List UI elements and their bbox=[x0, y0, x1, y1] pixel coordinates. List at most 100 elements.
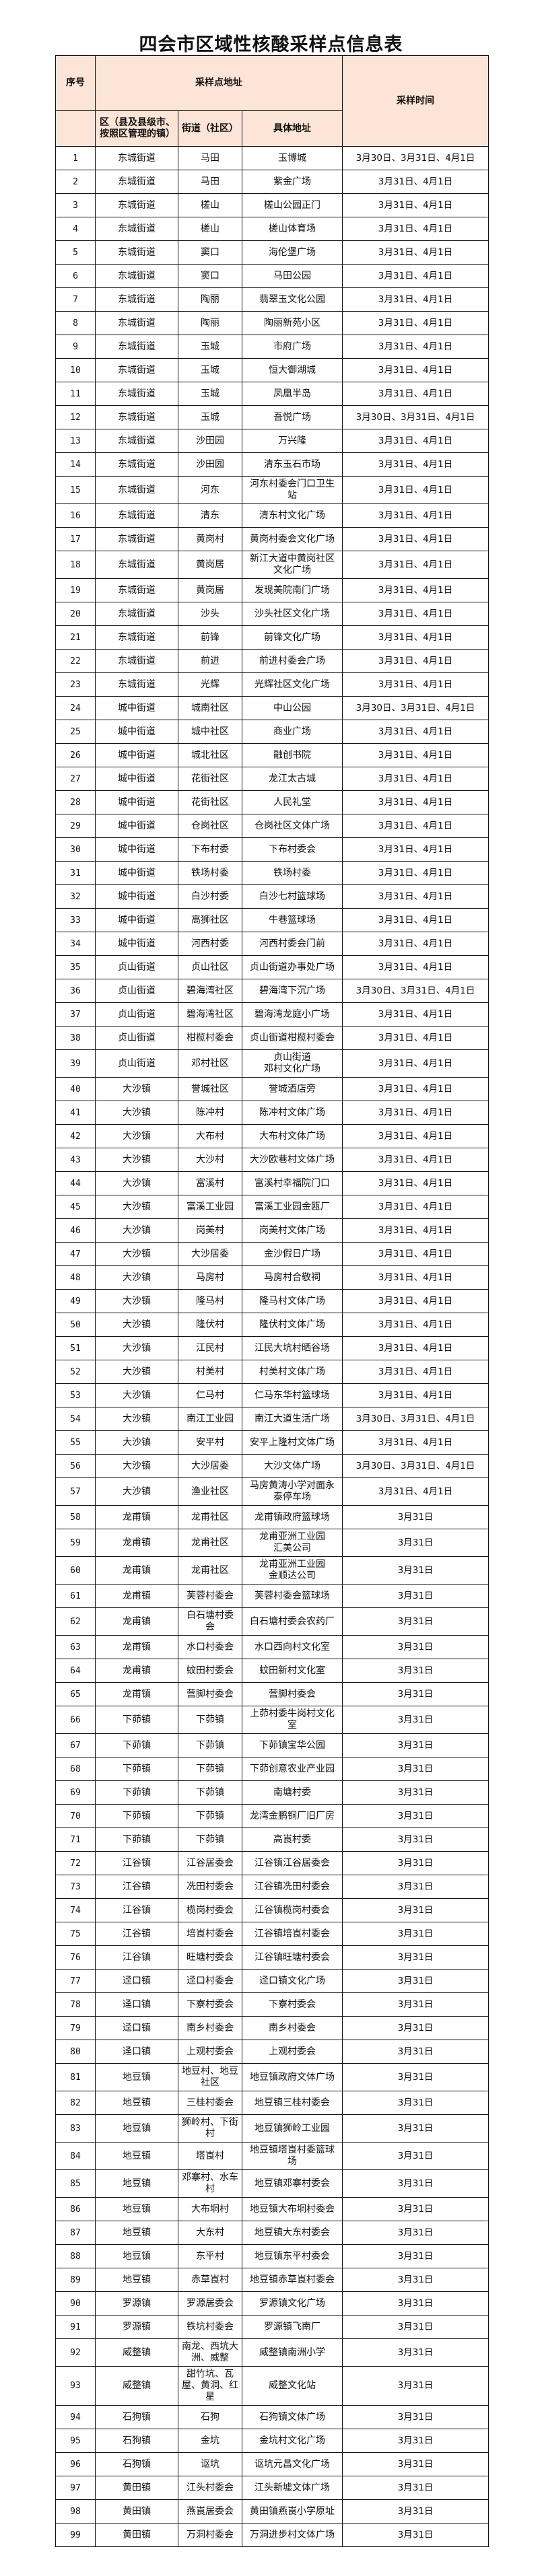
table-row: 40 大沙镇 誉城社区 誉城酒店旁 3月31日、4月1日 bbox=[55, 1077, 489, 1101]
cell-street: 玉城 bbox=[178, 405, 242, 429]
table-row: 91 罗源镇 铁坑村委会 罗源镇飞南厂 3月31日 bbox=[55, 2315, 489, 2339]
table-row: 95 石狗镇 金坑 金坑村文化广场 3月31日 bbox=[55, 2429, 489, 2453]
cell-district: 大沙镇 bbox=[95, 1360, 178, 1384]
cell-street: 陶丽 bbox=[178, 287, 242, 312]
table-row: 78 迳口镇 下寮村委会 下寮村委会 3月31日 bbox=[55, 1992, 489, 2017]
table-row: 31 城中街道 铁场村委 铁场村委 3月31日、4月1日 bbox=[55, 861, 489, 885]
cell-district: 下茆镇 bbox=[95, 1706, 178, 1734]
cell-street: 碧海湾社区 bbox=[178, 1002, 242, 1026]
table-row: 72 江谷镇 江谷居委会 江谷镇江谷居委会 3月31日 bbox=[55, 1851, 489, 1875]
cell-seq: 63 bbox=[55, 1635, 96, 1659]
table-row: 46 大沙镇 岗美村 岗美村文体广场 3月31日、4月1日 bbox=[55, 1218, 489, 1243]
cell-time: 3月31日、4月1日 bbox=[342, 837, 489, 862]
cell-street: 甜竹坑、瓦 屋、黄洞、红 星 bbox=[178, 2366, 242, 2406]
cell-time: 3月31日、4月1日 bbox=[342, 1195, 489, 1219]
cell-district: 东城街道 bbox=[95, 170, 178, 194]
cell-street: 大布垌村 bbox=[178, 2197, 242, 2221]
cell-district: 大沙镇 bbox=[95, 1242, 178, 1266]
cell-district: 江谷镇 bbox=[95, 1875, 178, 1899]
cell-street: 槎山 bbox=[178, 217, 242, 241]
table-row: 53 大沙镇 仁马村 仁马东华村篮球场 3月31日、4月1日 bbox=[55, 1383, 489, 1407]
cell-time: 3月31日、4月1日 bbox=[342, 217, 489, 241]
cell-district: 城中街道 bbox=[95, 814, 178, 838]
cell-district: 大沙镇 bbox=[95, 1218, 178, 1243]
cell-seq: 85 bbox=[55, 2169, 96, 2198]
cell-seq: 99 bbox=[55, 2523, 96, 2547]
cell-time: 3月31日、4月1日 bbox=[342, 311, 489, 335]
cell-time: 3月31日 bbox=[342, 1992, 489, 2017]
cell-street: 贞山社区 bbox=[178, 955, 242, 979]
cell-address: 下茆创意农业产业园 bbox=[241, 1757, 343, 1781]
cell-district: 大沙镇 bbox=[95, 1195, 178, 1219]
cell-street: 下茆镇 bbox=[178, 1827, 242, 1852]
cell-seq: 19 bbox=[55, 578, 96, 602]
cell-seq: 14 bbox=[55, 452, 96, 477]
cell-street: 邓村社区 bbox=[178, 1049, 242, 1078]
cell-seq: 31 bbox=[55, 861, 96, 885]
table-row: 4 东城街道 槎山 槎山体育场 3月31日、4月1日 bbox=[55, 217, 489, 241]
cell-street: 城北社区 bbox=[178, 743, 242, 767]
cell-street: 大沙居委 bbox=[178, 1242, 242, 1266]
cell-district: 大沙镇 bbox=[95, 1148, 178, 1172]
table-row: 87 地豆镇 大东村 地豆镇大东村委会 3月31日 bbox=[55, 2221, 489, 2245]
cell-street: 渔业社区 bbox=[178, 1477, 242, 1506]
cell-address: 前进村委会广场 bbox=[241, 649, 343, 673]
cell-time: 3月31日、4月1日 bbox=[342, 1383, 489, 1407]
cell-district: 城中街道 bbox=[95, 932, 178, 956]
cell-time: 3月31日、4月1日 bbox=[342, 672, 489, 697]
cell-street: 前进 bbox=[178, 649, 242, 673]
cell-address: 贞山街道办事处广场 bbox=[241, 955, 343, 979]
cell-seq: 96 bbox=[55, 2452, 96, 2476]
cell-address: 海伦堡广场 bbox=[241, 240, 343, 265]
cell-seq: 72 bbox=[55, 1851, 96, 1875]
cell-time: 3月31日 bbox=[342, 1635, 489, 1659]
table-row: 56 大沙镇 大沙居委 大沙文体广场 3月30日、3月31日、4月1日 bbox=[55, 1454, 489, 1478]
cell-time: 3月31日、4月1日 bbox=[342, 720, 489, 744]
cell-street: 南江工业园 bbox=[178, 1407, 242, 1431]
cell-district: 东城街道 bbox=[95, 649, 178, 673]
cell-time: 3月31日、4月1日 bbox=[342, 908, 489, 932]
cell-address: 中山公园 bbox=[241, 696, 343, 720]
cell-time: 3月31日、4月1日 bbox=[342, 335, 489, 359]
cell-street: 下茆镇 bbox=[178, 1780, 242, 1805]
cell-address: 蚊田新村文化室 bbox=[241, 1659, 343, 1683]
cell-seq: 77 bbox=[55, 1969, 96, 1993]
cell-seq: 35 bbox=[55, 955, 96, 979]
cell-street: 玉城 bbox=[178, 335, 242, 359]
cell-seq: 59 bbox=[55, 1529, 96, 1557]
cell-seq: 65 bbox=[55, 1682, 96, 1706]
cell-street: 营脚村委会 bbox=[178, 1682, 242, 1706]
cell-time: 3月31日 bbox=[342, 1682, 489, 1706]
cell-time: 3月31日、4月1日 bbox=[342, 1360, 489, 1384]
cell-seq: 84 bbox=[55, 2142, 96, 2170]
cell-time: 3月31日、4月1日 bbox=[342, 814, 489, 838]
cell-seq: 79 bbox=[55, 2016, 96, 2040]
cell-address: 上茆村委牛岗村文化 室 bbox=[241, 1706, 343, 1734]
cell-district: 地豆镇 bbox=[95, 2221, 178, 2245]
cell-seq: 21 bbox=[55, 625, 96, 650]
cell-seq: 32 bbox=[55, 884, 96, 909]
cell-seq: 55 bbox=[55, 1430, 96, 1455]
header-street: 街道（社区） bbox=[178, 110, 242, 147]
cell-street: 地豆村、地豆 社区 bbox=[178, 2063, 242, 2091]
cell-district: 大沙镇 bbox=[95, 1407, 178, 1431]
cell-time: 3月31日 bbox=[342, 2114, 489, 2143]
cell-seq: 52 bbox=[55, 1360, 96, 1384]
cell-time: 3月31日 bbox=[342, 2476, 489, 2500]
table-row: 13 东城街道 沙田园 万兴隆 3月31日、4月1日 bbox=[55, 429, 489, 453]
cell-time: 3月31日、4月1日 bbox=[342, 1077, 489, 1101]
cell-street: 江谷居委会 bbox=[178, 1851, 242, 1875]
header-seq-blank bbox=[55, 110, 96, 147]
table-row: 88 地豆镇 东平村 地豆镇东平村委会 3月31日 bbox=[55, 2244, 489, 2268]
cell-street: 南龙、西坑大 洲、威整 bbox=[178, 2338, 242, 2367]
cell-address: 富溪工业园金瓯厂 bbox=[241, 1195, 343, 1219]
cell-street: 仁马村 bbox=[178, 1383, 242, 1407]
cell-seq: 66 bbox=[55, 1706, 96, 1734]
cell-district: 地豆镇 bbox=[95, 2169, 178, 2198]
cell-street: 河东 bbox=[178, 476, 242, 504]
cell-address: 马房黄涛小学对面永 泰停车场 bbox=[241, 1477, 343, 1506]
cell-district: 龙甫镇 bbox=[95, 1529, 178, 1557]
cell-district: 贞山街道 bbox=[95, 979, 178, 1003]
cell-time: 3月31日 bbox=[342, 2499, 489, 2523]
cell-seq: 94 bbox=[55, 2405, 96, 2429]
